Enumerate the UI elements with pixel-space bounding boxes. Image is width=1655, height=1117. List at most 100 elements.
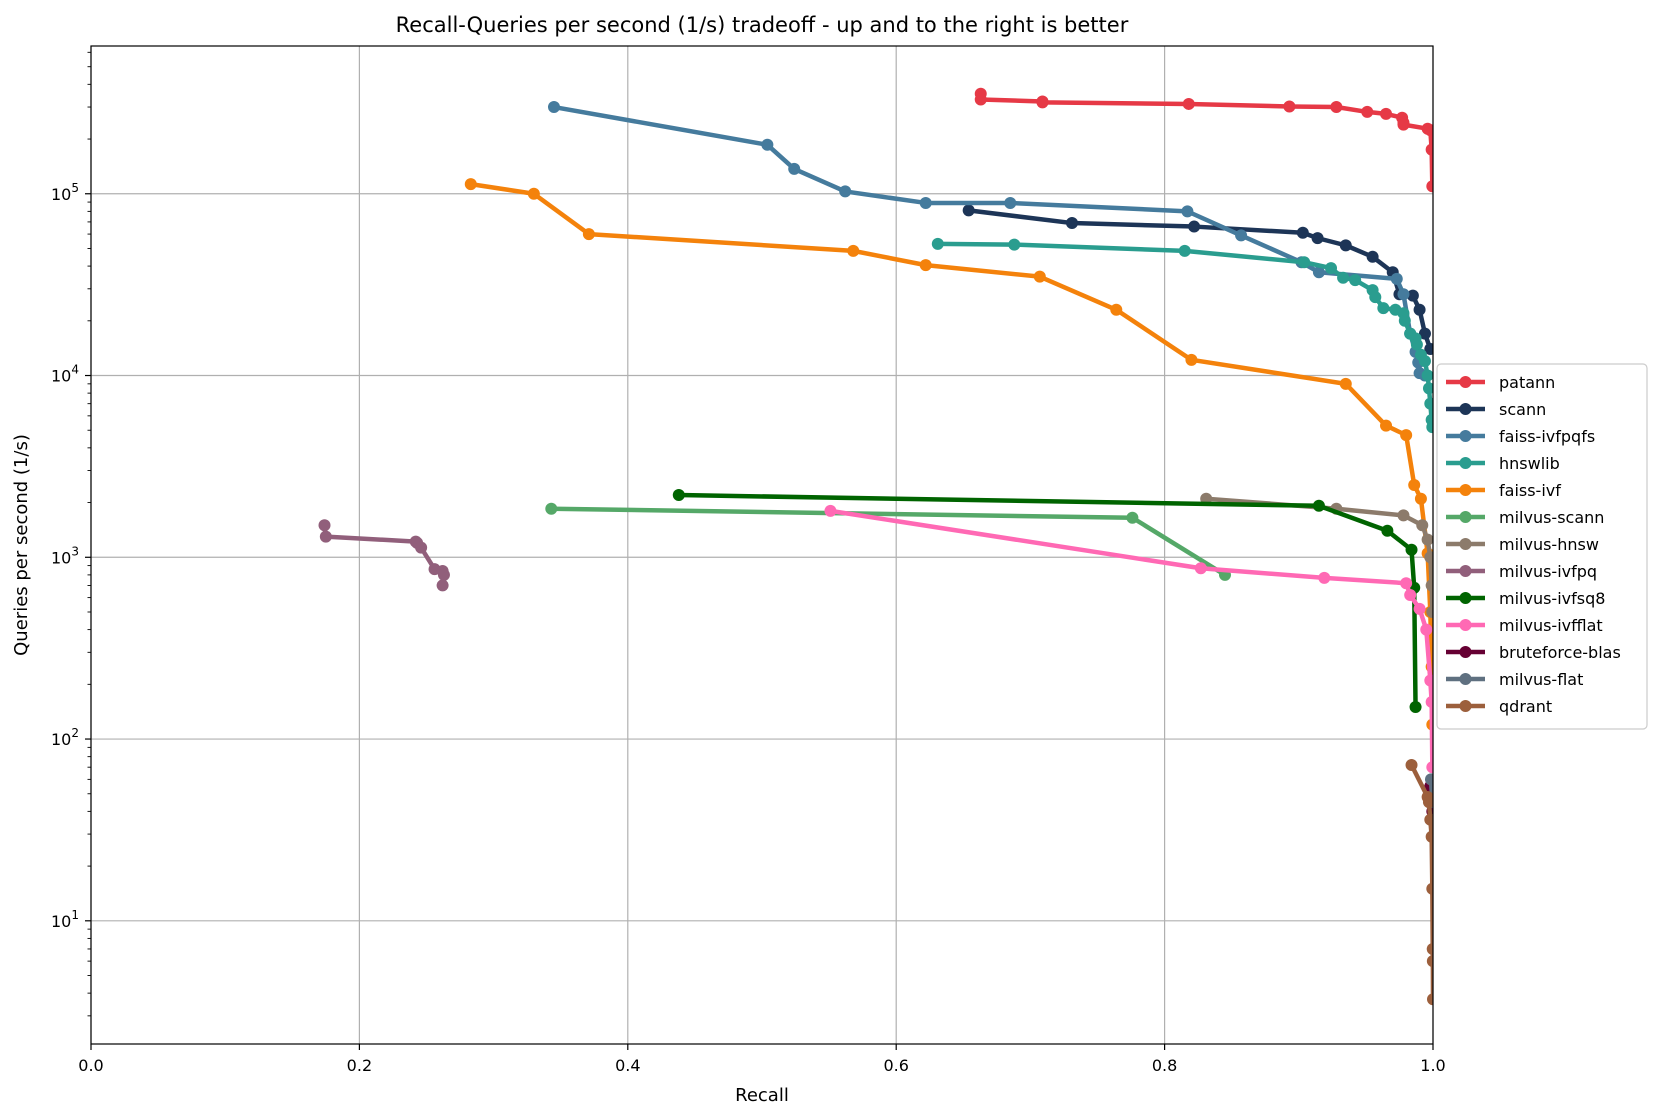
data-point-hnswlib-8	[1369, 291, 1382, 304]
series-milvus-ivfsq8	[672, 489, 1422, 714]
data-point-patann-3	[1036, 96, 1049, 109]
data-point-hnswlib-15	[1410, 338, 1423, 351]
legend-entry-scann: scann	[1446, 400, 1546, 419]
data-point-hnswlib-12	[1398, 314, 1411, 327]
legend-label: milvus-hnsw	[1499, 535, 1599, 554]
data-point-scann-0	[962, 204, 975, 217]
data-point-scann-1	[1066, 217, 1079, 230]
data-point-hnswlib-4	[1325, 262, 1338, 275]
legend-label: milvus-flat	[1499, 670, 1583, 689]
legend-label: milvus-ivfpq	[1499, 562, 1597, 581]
grid	[90, 46, 1434, 1044]
data-point-patann-4	[1182, 97, 1195, 110]
data-point-faiss-ivfpqfs-11	[1397, 288, 1410, 301]
x-tick-label-3: 0.6	[883, 1056, 908, 1075]
data-point-hnswlib-18	[1421, 369, 1433, 382]
legend-swatch-marker	[1459, 430, 1472, 442]
data-point-milvus-ivfpq-0	[318, 519, 331, 532]
data-point-qdrant-0	[1405, 758, 1418, 771]
data-point-milvus-ivfpq-4	[415, 541, 428, 554]
data-point-hnswlib-5	[1337, 271, 1350, 284]
legend-label: scann	[1499, 400, 1546, 419]
legend-entry-milvus-ivfsq8: milvus-ivfsq8	[1446, 589, 1605, 608]
legend-entry-faiss-ivfpqfs: faiss-ivfpqfs	[1446, 427, 1595, 446]
x-tick-label-0: 0.0	[78, 1056, 103, 1075]
data-point-hnswlib-17	[1418, 355, 1431, 368]
legend-swatch-marker	[1459, 646, 1472, 658]
data-point-milvus-ivfflat-2	[1318, 571, 1331, 584]
legend-entry-bruteforce-blas: bruteforce-blas	[1446, 643, 1621, 662]
legend-entry-milvus-flat: milvus-flat	[1446, 670, 1583, 689]
data-point-milvus-scann-0	[545, 502, 558, 515]
data-point-milvus-hnsw-5	[1424, 551, 1433, 564]
data-point-faiss-ivfpqfs-2	[788, 162, 801, 175]
data-point-patann-13	[1424, 124, 1433, 137]
data-point-milvus-ivfflat-3	[1400, 577, 1413, 590]
series-milvus-scann	[545, 502, 1231, 581]
legend-entry-milvus-ivfpq: milvus-ivfpq	[1446, 562, 1597, 581]
data-point-scann-9	[1406, 289, 1419, 302]
y-axis-label: Queries per second (1/s)	[11, 434, 32, 656]
series-line-faiss-ivf	[468, 181, 1433, 727]
legend-entry-hnswlib: hnswlib	[1446, 454, 1560, 473]
data-point-milvus-ivfsq8-2	[1381, 524, 1394, 537]
legend-entry-faiss-ivf: faiss-ivf	[1446, 481, 1561, 500]
series-milvus-ivfflat	[824, 504, 1433, 774]
legend-label: milvus-ivfsq8	[1499, 589, 1605, 608]
x-tick-label-5: 1.0	[1420, 1056, 1445, 1075]
data-point-patann-14	[1425, 143, 1433, 156]
data-point-scann-6	[1366, 250, 1379, 263]
data-point-faiss-ivf-5	[1033, 270, 1046, 283]
y-axis-ticks: 101 102 103 104 105	[51, 51, 91, 1017]
data-point-faiss-ivfpqfs-4	[919, 196, 932, 209]
data-point-patann-1	[974, 93, 987, 106]
data-point-hnswlib-0	[931, 237, 944, 250]
series-layer	[318, 87, 1433, 1006]
legend-swatch-marker	[1459, 511, 1472, 523]
data-point-milvus-ivfflat-5	[1413, 602, 1426, 615]
data-point-faiss-ivfpqfs-7	[1235, 229, 1248, 242]
data-point-scann-10	[1413, 303, 1426, 316]
x-tick-label-4: 0.8	[1152, 1056, 1177, 1075]
x-tick-label-1: 0.2	[347, 1056, 372, 1075]
x-tick-label-2: 0.4	[615, 1056, 640, 1075]
data-point-patann-7	[1361, 105, 1374, 118]
data-point-hnswlib-22	[1426, 421, 1433, 434]
data-point-scann-4	[1311, 232, 1324, 245]
data-point-hnswlib-3	[1298, 256, 1311, 269]
data-point-qdrant-6	[1426, 942, 1433, 955]
data-point-milvus-ivfflat-6	[1420, 623, 1433, 636]
series-scann	[962, 204, 1433, 355]
series-patann	[974, 87, 1433, 193]
legend-swatch-marker	[1459, 457, 1472, 469]
data-point-faiss-ivf-4	[919, 259, 932, 272]
data-point-milvus-hnsw-3	[1416, 519, 1429, 532]
data-point-faiss-ivf-3	[847, 244, 860, 257]
legend-swatch-marker	[1459, 565, 1472, 577]
data-point-faiss-ivfpqfs-0	[547, 101, 560, 114]
legend-entry-milvus-hnsw: milvus-hnsw	[1446, 535, 1599, 554]
legend-entry-qdrant: qdrant	[1446, 697, 1552, 716]
data-point-qdrant-7	[1426, 955, 1433, 968]
data-point-patann-15	[1426, 180, 1433, 193]
data-point-faiss-ivfpqfs-3	[839, 185, 852, 198]
legend-entry-milvus-ivfflat: milvus-ivfflat	[1446, 616, 1603, 635]
data-point-hnswlib-6	[1349, 274, 1362, 287]
data-point-hnswlib-20	[1424, 397, 1433, 410]
data-point-faiss-ivfpqfs-5	[1004, 196, 1017, 209]
legend-entry-patann: patann	[1446, 373, 1555, 392]
data-point-faiss-ivfpqfs-9	[1312, 266, 1325, 279]
legend-swatch-marker	[1459, 700, 1472, 712]
data-point-qdrant-4	[1425, 830, 1433, 843]
series-line-milvus-ivfpq	[322, 523, 447, 588]
data-point-faiss-ivf-11	[1408, 478, 1421, 491]
data-point-milvus-ivfpq-1	[319, 530, 332, 543]
legend-label: qdrant	[1499, 697, 1552, 716]
data-point-milvus-ivfflat-9	[1426, 761, 1433, 774]
data-point-milvus-scann-1	[1126, 511, 1139, 524]
legend-swatch-marker	[1459, 592, 1472, 604]
data-point-faiss-ivf-8	[1339, 377, 1352, 390]
legend-swatch-marker	[1459, 619, 1472, 631]
legend: patann scann faiss-ivfpqfs hnswlib faiss-ivf…	[1436, 363, 1648, 730]
data-point-milvus-flat-0	[1424, 773, 1433, 786]
